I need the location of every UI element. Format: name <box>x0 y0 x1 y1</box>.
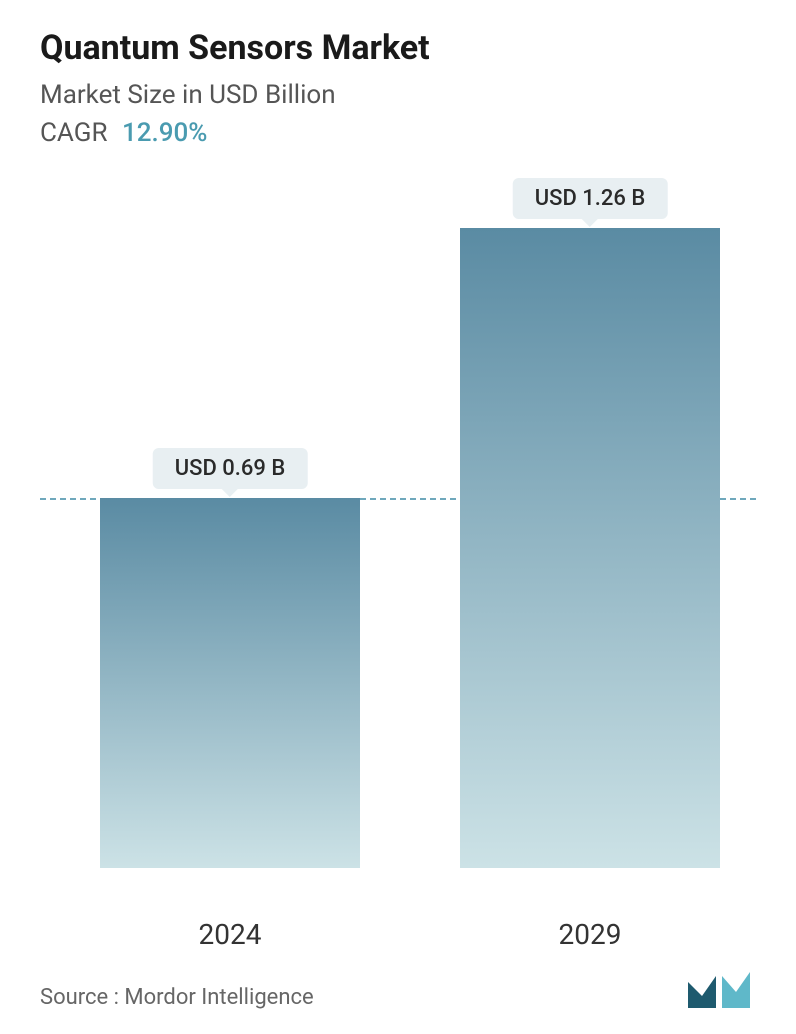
bar-fill <box>460 228 720 868</box>
cagr-label: CAGR <box>40 118 107 148</box>
chart-title: Quantum Sensors Market <box>40 28 756 68</box>
bar: USD 0.69 B <box>100 498 360 868</box>
bar-value-label: USD 0.69 B <box>153 448 308 489</box>
bar: USD 1.26 B <box>460 228 720 868</box>
chart-area: 20242029 USD 0.69 BUSD 1.26 B <box>40 188 756 868</box>
brand-logo-icon <box>686 968 756 1010</box>
chart-subtitle: Market Size in USD Billion <box>40 80 756 110</box>
source-text: Source : Mordor Intelligence <box>40 985 314 1010</box>
x-axis-label: 2024 <box>199 918 262 951</box>
cagr-line: CAGR 12.90% <box>40 118 756 148</box>
bar-fill <box>100 498 360 868</box>
chart-footer: Source : Mordor Intelligence <box>40 968 756 1010</box>
bar-value-label: USD 1.26 B <box>513 178 668 219</box>
cagr-value: 12.90% <box>122 118 207 148</box>
x-axis-label: 2029 <box>559 918 622 951</box>
